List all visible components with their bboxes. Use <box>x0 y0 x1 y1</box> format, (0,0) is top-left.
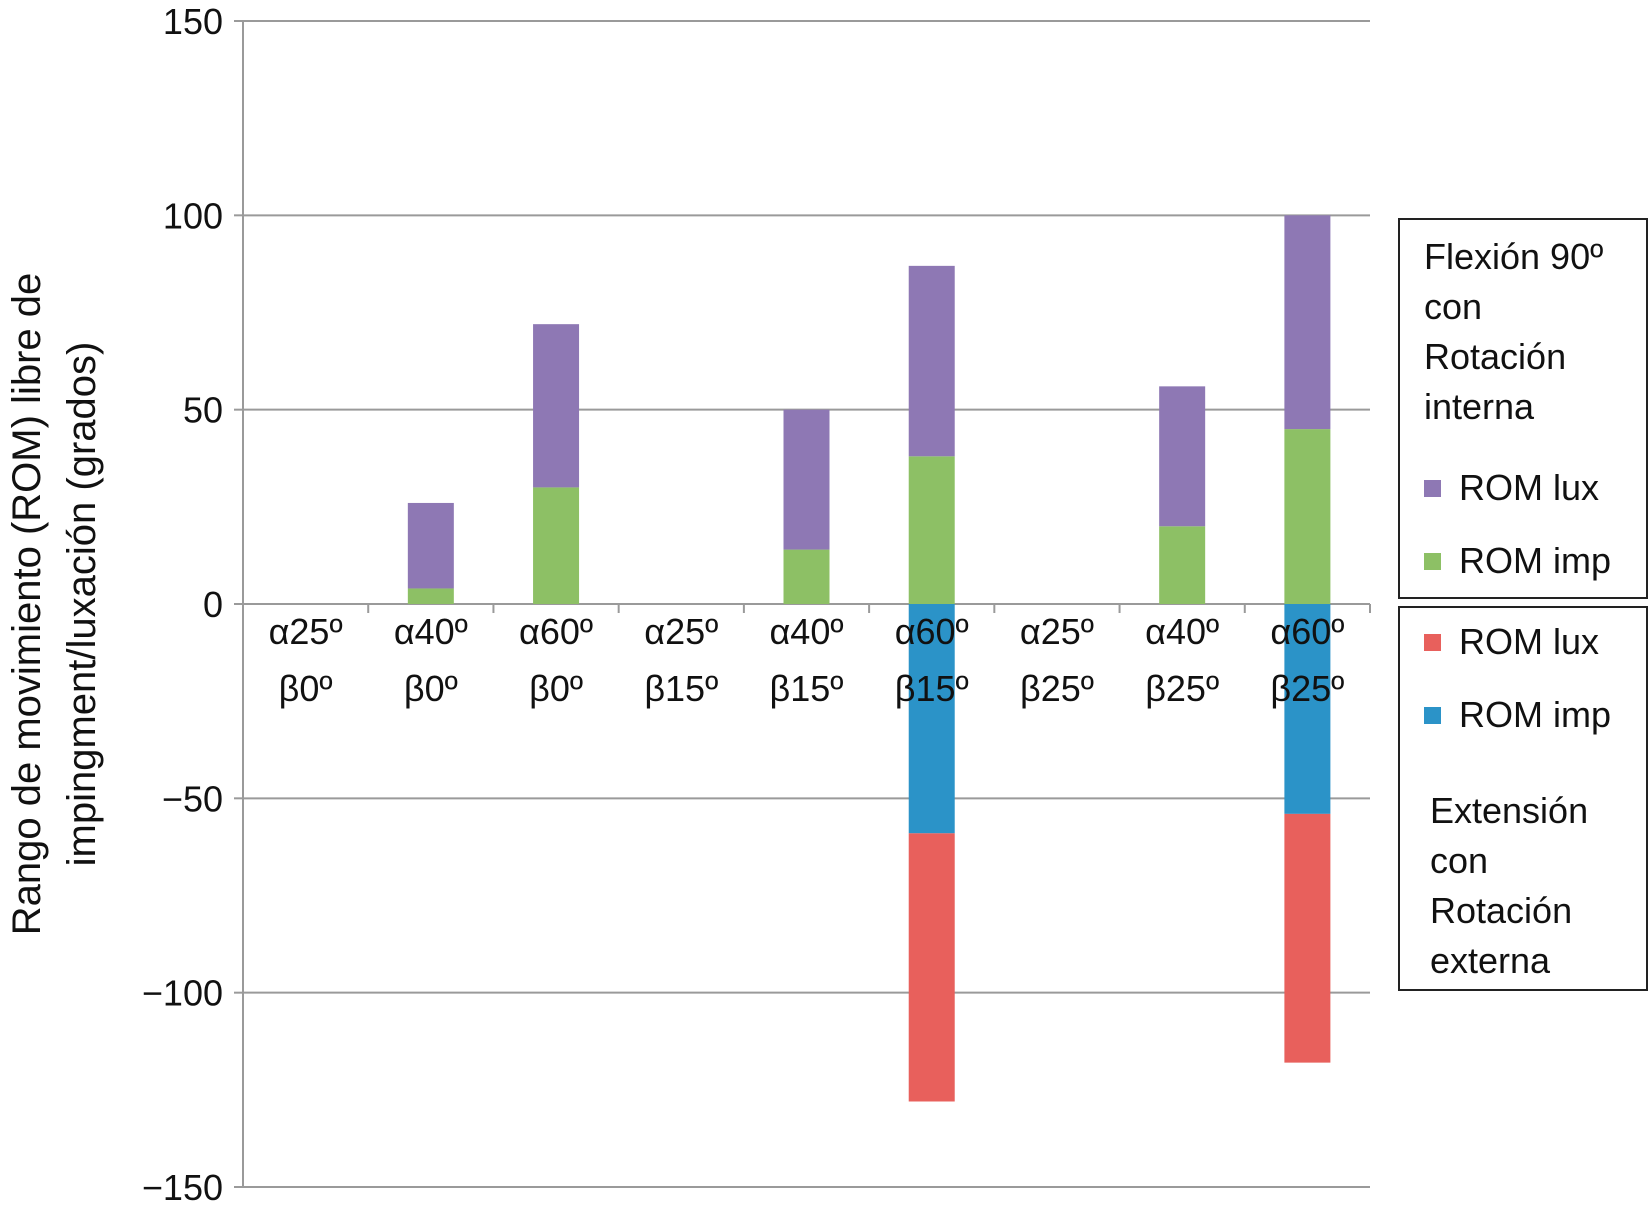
legend-extension-title-line: Rotación <box>1430 890 1573 931</box>
bar-flexion-rom-imp <box>908 456 955 604</box>
bar-extension-rom-lux <box>1284 813 1331 1063</box>
bar-flexion-rom-imp <box>533 487 580 604</box>
x-tick-label: α25º <box>269 611 343 652</box>
legend-flexion: Flexión 90º con Rotación interna ROM lux… <box>1398 218 1648 599</box>
legend-item-extension-rom-imp: ROM imp <box>1424 690 1611 740</box>
legend-flexion-title-line: interna <box>1424 386 1535 427</box>
legend-extension-title-line: externa <box>1430 940 1551 981</box>
bar-flexion-rom-lux <box>1159 386 1206 527</box>
x-tick-label: β25º <box>1145 668 1219 709</box>
legend-item-flexion-rom-lux: ROM lux <box>1424 463 1599 513</box>
x-tick-label: β15º <box>644 668 718 709</box>
legend-extension-title-line: con <box>1430 840 1489 881</box>
bar-flexion-rom-imp <box>1284 429 1331 604</box>
legend-extension-title-line: Extensión <box>1430 790 1589 831</box>
legend-flexion-title-line: con <box>1424 286 1483 327</box>
bar-flexion-rom-lux <box>533 324 580 488</box>
y-tick-label: −50 <box>162 778 223 819</box>
x-tick-label: β0º <box>279 668 333 709</box>
bar-flexion-rom-lux <box>1284 215 1331 430</box>
x-tick-label: β0º <box>404 668 458 709</box>
y-tick-label: 100 <box>163 195 223 236</box>
bar-flexion-rom-imp <box>1159 526 1206 604</box>
legend-label: ROM lux <box>1459 621 1600 662</box>
legend-label: ROM imp <box>1459 694 1611 735</box>
x-tick-label: β25º <box>1020 668 1094 709</box>
x-tick-label: α25º <box>644 611 718 652</box>
legend-swatch <box>1424 633 1441 651</box>
bar-flexion-rom-lux <box>407 502 454 589</box>
y-axis-title: impingment/luxación (grados) <box>60 342 104 867</box>
x-tick-label: α40º <box>394 611 468 652</box>
bar-extension-rom-imp <box>1284 604 1331 814</box>
y-tick-label: −100 <box>142 973 223 1014</box>
y-tick-label: −150 <box>142 1167 223 1201</box>
x-tick-label: β0º <box>529 668 583 709</box>
legend-extension: ROM lux ROM imp Extensión con Rotación e… <box>1398 606 1648 991</box>
axes <box>234 20 1371 1188</box>
bar-flexion-rom-imp <box>783 549 830 604</box>
x-tick-label: β15º <box>895 668 969 709</box>
y-tick-label: 150 <box>163 1 223 42</box>
y-axis-title: Rango de movimiento (ROM) libre de <box>5 273 49 935</box>
x-tick-label: α40º <box>769 611 843 652</box>
legend-flexion-title-line: Rotación <box>1424 336 1567 377</box>
y-tick-label: 50 <box>183 390 223 431</box>
bars <box>407 215 1331 1102</box>
bar-flexion-rom-imp <box>407 588 454 604</box>
labels: 150 100 50 0 −50 −100 −150 α25º β0º α40º β0º α60º β0… <box>5 1 1344 1206</box>
legend-label: ROM imp <box>1459 540 1611 581</box>
legend-swatch <box>1424 552 1441 570</box>
bar-flexion-rom-lux <box>783 409 830 550</box>
x-tick-label: α40º <box>1145 611 1219 652</box>
x-tick-label: β25º <box>1270 668 1344 709</box>
bar-flexion-rom-lux <box>908 265 955 457</box>
legend-item-flexion-rom-imp: ROM imp <box>1424 536 1611 586</box>
y-tick-label: 0 <box>203 584 223 625</box>
bar-extension-rom-imp <box>908 604 955 834</box>
legend-item-extension-rom-lux: ROM lux <box>1424 617 1599 667</box>
legend-flexion-title: Flexión 90º con Rotación interna <box>1424 232 1646 432</box>
legend-extension-title: Extensión con Rotación externa <box>1430 786 1646 986</box>
legend-label: ROM lux <box>1459 467 1600 508</box>
bar-extension-rom-lux <box>908 833 955 1102</box>
legend-swatch <box>1424 479 1441 497</box>
x-tick-label: α60º <box>895 611 969 652</box>
legend-swatch <box>1424 706 1441 724</box>
x-tick-label: α60º <box>1270 611 1344 652</box>
x-tick-label: α25º <box>1020 611 1094 652</box>
x-tick-label: β15º <box>770 668 844 709</box>
x-tick-label: α60º <box>519 611 593 652</box>
legend-flexion-title-line: Flexión 90º <box>1424 236 1604 277</box>
